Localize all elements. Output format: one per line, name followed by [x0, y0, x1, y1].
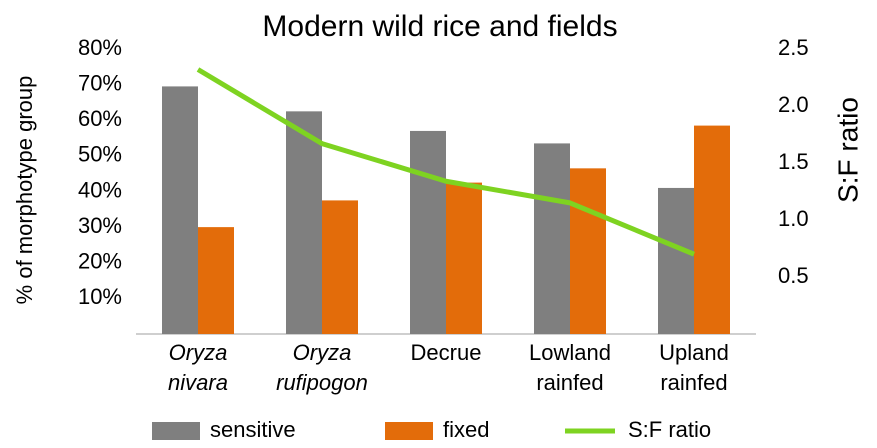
x-tick-label: Oryza rufipogon — [276, 340, 368, 395]
bar — [286, 111, 322, 334]
y2-tick-label: 2.5 — [778, 35, 809, 60]
y-tick-label: 70% — [78, 70, 122, 95]
bar — [570, 168, 606, 334]
y2-tick-label: 1.0 — [778, 206, 809, 231]
legend-swatch — [385, 422, 433, 440]
y-tick-label: 60% — [78, 106, 122, 131]
y-tick-label: 50% — [78, 142, 122, 167]
y2-tick-label: 0.5 — [778, 263, 809, 288]
y-tick-label: 40% — [78, 177, 122, 202]
bar — [658, 187, 694, 334]
bar — [694, 125, 730, 334]
bar — [446, 182, 482, 334]
bar — [410, 130, 446, 334]
bar — [534, 143, 570, 334]
y2-tick-label: 1.5 — [778, 149, 809, 174]
bar — [162, 86, 198, 334]
bar — [322, 200, 358, 334]
x-tick-label: Lowland rainfed — [529, 340, 611, 395]
y-tick-label: 30% — [78, 213, 122, 238]
legend-swatch — [152, 422, 200, 440]
legend-label: fixed — [443, 417, 489, 442]
y2-axis-label: S:F ratio — [832, 97, 863, 203]
x-tick-label: Upland rainfed — [659, 340, 729, 395]
chart-title: Modern wild rice and fields — [262, 10, 617, 43]
line — [196, 67, 695, 257]
legend-label: S:F ratio — [628, 417, 711, 442]
y-tick-label: 80% — [78, 35, 122, 60]
bar — [198, 227, 234, 334]
x-tick-label: Oryza nivara — [168, 340, 228, 395]
y-tick-label: 20% — [78, 249, 122, 274]
x-tick-label: Decrue — [410, 340, 482, 365]
y-tick-label: 10% — [78, 284, 122, 309]
y-axis-label: % of morphotype group — [12, 76, 37, 305]
y2-tick-label: 2.0 — [778, 92, 809, 117]
legend-label: sensitive — [210, 417, 296, 442]
